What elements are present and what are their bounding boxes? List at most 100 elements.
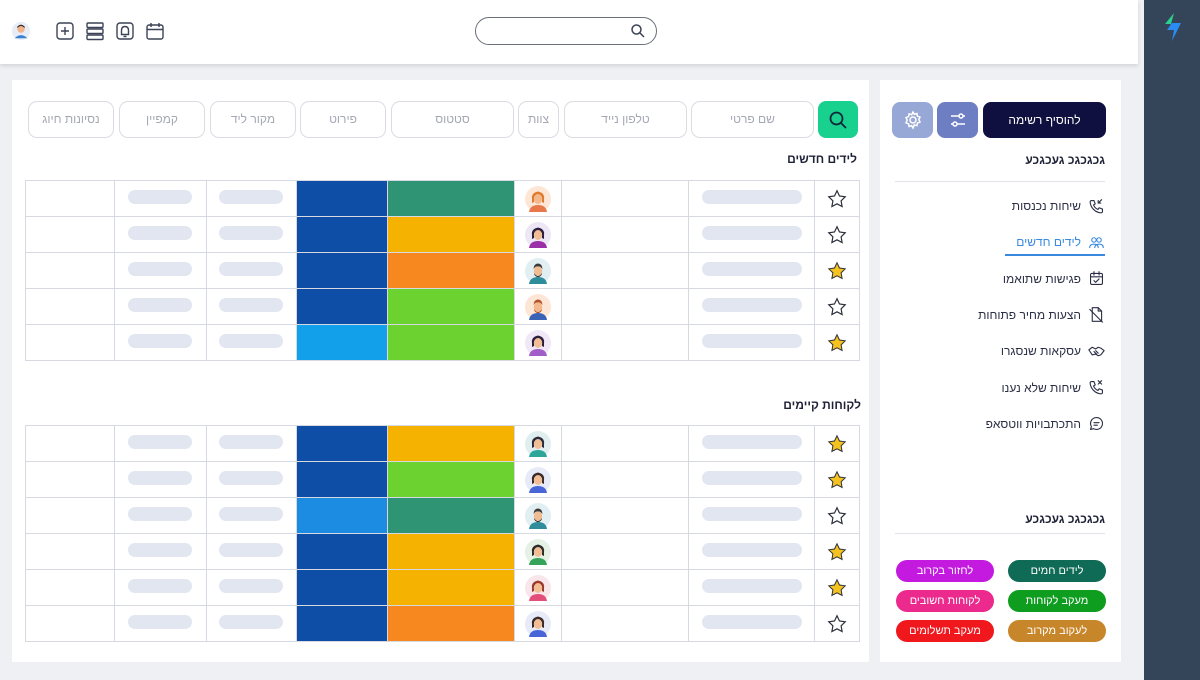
- star-cell[interactable]: [813, 216, 861, 253]
- search-icon[interactable]: [630, 23, 646, 39]
- add-list-button[interactable]: להוסיף רשימה: [983, 102, 1106, 138]
- sub-status-cell[interactable]: [295, 216, 389, 253]
- avatar[interactable]: [524, 610, 551, 637]
- star-outline-icon[interactable]: [827, 224, 847, 244]
- status-cell[interactable]: [387, 569, 515, 606]
- table-row[interactable]: [24, 425, 861, 462]
- plus-square-icon[interactable]: [54, 20, 76, 42]
- filter-status[interactable]: סטטוס: [391, 101, 514, 138]
- star-cell[interactable]: [813, 533, 861, 570]
- tag-pill[interactable]: מעקב לקוחות: [1008, 590, 1106, 612]
- star-cell[interactable]: [813, 605, 861, 642]
- tag-pill[interactable]: לקוחות חשובים: [896, 590, 994, 612]
- filter-first-name[interactable]: שם פרטי: [691, 101, 814, 138]
- avatar[interactable]: [524, 538, 551, 565]
- phone-cell[interactable]: [560, 288, 690, 325]
- sidebar-item-phone-missed[interactable]: שיחות שלא נענו: [1002, 377, 1105, 399]
- avatar[interactable]: [524, 466, 551, 493]
- global-search[interactable]: [475, 17, 657, 45]
- star-cell[interactable]: [813, 252, 861, 289]
- sub-status-cell[interactable]: [295, 461, 389, 498]
- sub-status-cell[interactable]: [295, 324, 389, 361]
- status-cell[interactable]: [387, 605, 515, 642]
- avatar[interactable]: [524, 574, 551, 601]
- sidebar-item-phone-incoming[interactable]: שיחות נכנסות: [1012, 195, 1105, 217]
- avatar[interactable]: [524, 293, 551, 320]
- tag-pill[interactable]: לחזור בקרוב: [896, 560, 994, 582]
- sidebar-item-calendar-check[interactable]: פגישות שתואמו: [1003, 268, 1105, 290]
- filter-campaign[interactable]: קמפיין: [119, 101, 205, 138]
- sidebar-item-handshake[interactable]: עסקאות שנסגרו: [1001, 340, 1105, 362]
- avatar[interactable]: [524, 502, 551, 529]
- phone-cell[interactable]: [560, 425, 690, 462]
- star-filled-icon[interactable]: [827, 542, 847, 560]
- status-cell[interactable]: [387, 324, 515, 361]
- star-outline-icon[interactable]: [827, 613, 847, 633]
- table-row[interactable]: [24, 533, 861, 570]
- star-outline-icon[interactable]: [827, 188, 847, 208]
- layers-icon[interactable]: [84, 20, 106, 42]
- phone-cell[interactable]: [560, 216, 690, 253]
- sub-status-cell[interactable]: [295, 533, 389, 570]
- filter-details[interactable]: פירוט: [300, 101, 386, 138]
- table-row[interactable]: [24, 180, 861, 217]
- table-row[interactable]: [24, 605, 861, 642]
- phone-cell[interactable]: [560, 252, 690, 289]
- phone-cell[interactable]: [560, 461, 690, 498]
- avatar[interactable]: [524, 221, 551, 248]
- search-input[interactable]: [488, 18, 628, 44]
- table-row[interactable]: [24, 216, 861, 253]
- star-filled-icon[interactable]: [827, 470, 847, 488]
- star-outline-icon[interactable]: [827, 296, 847, 316]
- star-cell[interactable]: [813, 569, 861, 606]
- table-row[interactable]: [24, 252, 861, 289]
- phone-cell[interactable]: [560, 180, 690, 217]
- status-cell[interactable]: [387, 497, 515, 534]
- star-cell[interactable]: [813, 180, 861, 217]
- star-filled-icon[interactable]: [827, 578, 847, 596]
- phone-cell[interactable]: [560, 324, 690, 361]
- sidebar-item-users[interactable]: לידים חדשים: [1016, 231, 1105, 253]
- star-cell[interactable]: [813, 425, 861, 462]
- status-cell[interactable]: [387, 216, 515, 253]
- status-cell[interactable]: [387, 180, 515, 217]
- star-filled-icon[interactable]: [827, 333, 847, 351]
- table-row[interactable]: [24, 497, 861, 534]
- sub-status-cell[interactable]: [295, 180, 389, 217]
- star-outline-icon[interactable]: [827, 505, 847, 525]
- avatar[interactable]: [524, 329, 551, 356]
- sidebar-item-document[interactable]: הצעות מחיר פתוחות: [978, 304, 1105, 326]
- sidebar-item-chat[interactable]: התכתבויות ווטסאפ: [986, 413, 1105, 435]
- filter-settings-button[interactable]: [937, 102, 978, 138]
- avatar[interactable]: [524, 185, 551, 212]
- table-row[interactable]: [24, 569, 861, 606]
- bell-icon[interactable]: [114, 20, 136, 42]
- sub-status-cell[interactable]: [295, 288, 389, 325]
- star-cell[interactable]: [813, 461, 861, 498]
- status-cell[interactable]: [387, 461, 515, 498]
- phone-cell[interactable]: [560, 569, 690, 606]
- tag-pill[interactable]: מעקב תשלומים: [896, 620, 994, 642]
- sub-status-cell[interactable]: [295, 605, 389, 642]
- phone-cell[interactable]: [560, 533, 690, 570]
- tag-pill[interactable]: לעקוב מקרוב: [1008, 620, 1106, 642]
- tag-pill[interactable]: לידים חמים: [1008, 560, 1106, 582]
- filter-search-button[interactable]: [818, 101, 858, 138]
- phone-cell[interactable]: [560, 497, 690, 534]
- filter-dial-attempts[interactable]: נסיונות חיוג: [28, 101, 114, 138]
- table-row[interactable]: [24, 324, 861, 361]
- phone-cell[interactable]: [560, 605, 690, 642]
- table-row[interactable]: [24, 288, 861, 325]
- star-cell[interactable]: [813, 288, 861, 325]
- star-cell[interactable]: [813, 324, 861, 361]
- star-cell[interactable]: [813, 497, 861, 534]
- filter-team[interactable]: צוות: [518, 101, 559, 138]
- star-filled-icon[interactable]: [827, 261, 847, 279]
- status-cell[interactable]: [387, 425, 515, 462]
- avatar[interactable]: [524, 257, 551, 284]
- star-filled-icon[interactable]: [827, 434, 847, 452]
- avatar-icon[interactable]: [10, 20, 32, 42]
- app-logo-icon[interactable]: [1162, 12, 1184, 42]
- filter-mobile[interactable]: טלפון נייד: [564, 101, 687, 138]
- status-cell[interactable]: [387, 533, 515, 570]
